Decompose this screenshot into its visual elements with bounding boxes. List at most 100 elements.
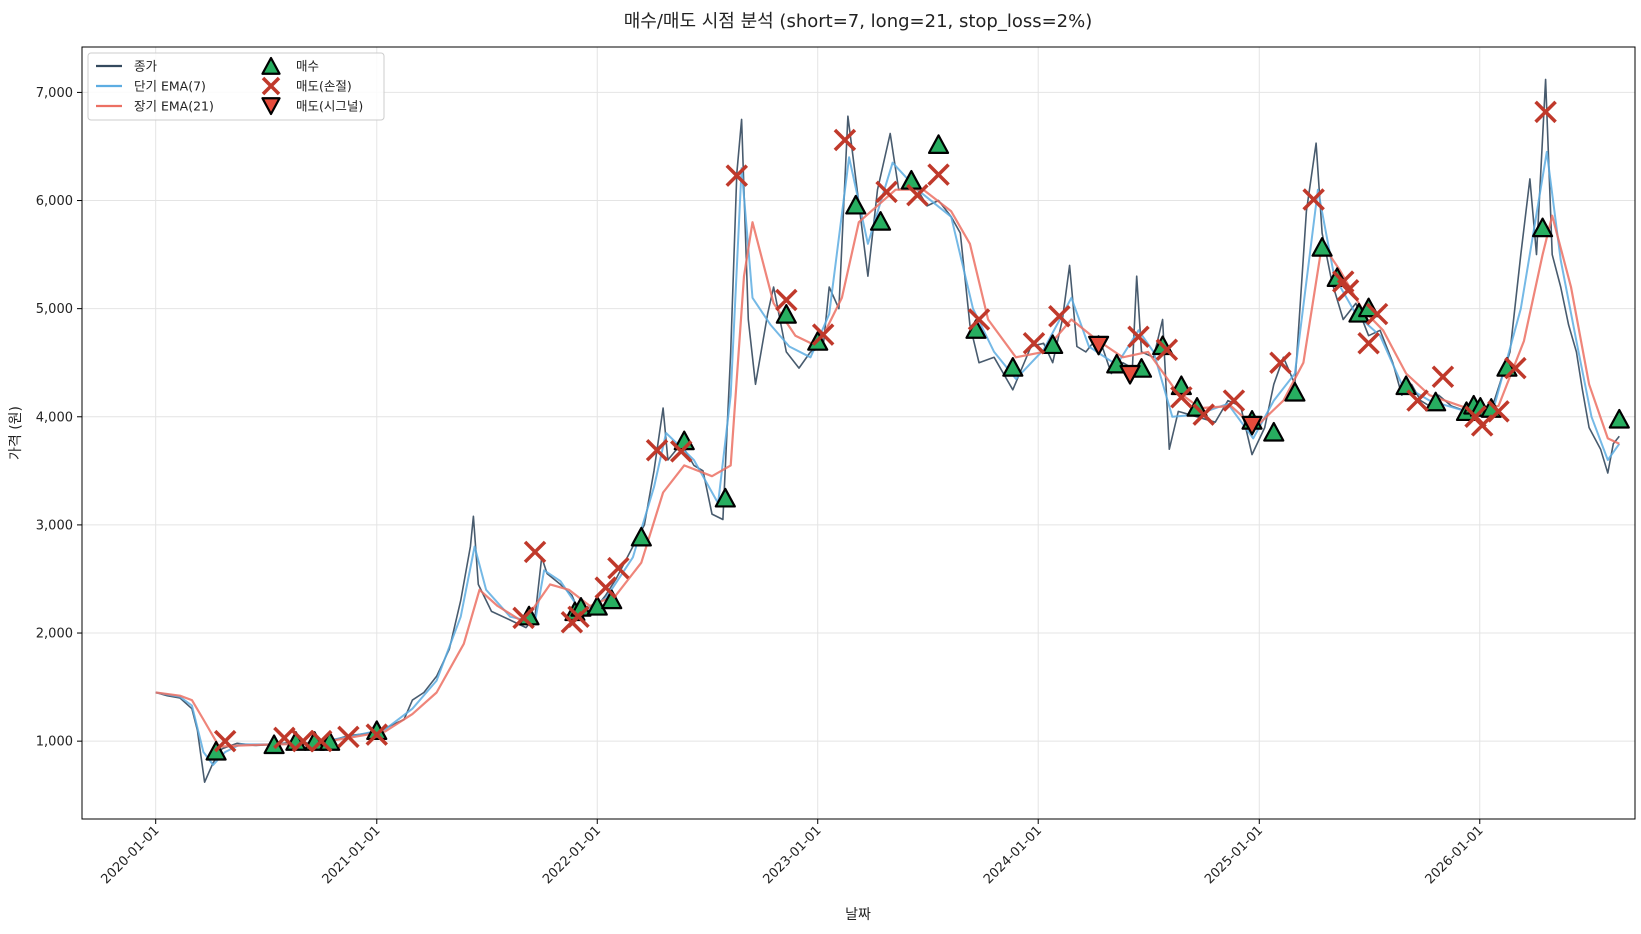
sell-stop-stroke: [1022, 332, 1046, 355]
legend-label-close: 종가: [134, 59, 158, 74]
sell-stop-stroke: [1155, 338, 1179, 361]
legend-label-sell_signal: 매도(시그널): [296, 99, 363, 114]
sell-stop-marker: [833, 128, 857, 152]
chart-title: 매수/매도 시점 분석 (short=7, long=21, stop_loss…: [624, 11, 1093, 32]
x-axis-title: 날짜: [845, 907, 871, 923]
sell-stop-stroke: [1487, 400, 1510, 423]
y-tick-label: 4,000: [36, 410, 73, 425]
marker-layer: [205, 100, 1630, 761]
sell-stop-marker: [725, 164, 749, 187]
buy-marker: [1263, 421, 1285, 442]
legend-swatch-sell_stop: [261, 76, 281, 96]
sell-stop-marker: [875, 180, 898, 204]
sell-stop-stroke: [1357, 332, 1380, 355]
buy-marker: [1284, 381, 1306, 402]
sell-stop-marker: [1222, 389, 1246, 412]
sell-stop-stroke: [645, 439, 669, 462]
sell-stop-marker: [1406, 389, 1429, 412]
buy-marker: [1425, 391, 1447, 412]
buy-marker: [1042, 334, 1064, 355]
sell-stop-marker: [1365, 302, 1389, 326]
sell-stop-stroke: [906, 183, 929, 207]
sell-stop-stroke: [523, 540, 547, 564]
sell-stop-marker: [1504, 356, 1527, 380]
sell-stop-stroke: [291, 729, 315, 753]
buy-marker: [1170, 375, 1192, 396]
sell-stop-stroke: [725, 164, 749, 187]
legend-label-buy: 매수: [296, 59, 319, 74]
sell-signal-marker: [1241, 415, 1263, 436]
sell-stop-marker: [213, 729, 237, 753]
buy-marker: [1608, 408, 1630, 429]
sell-stop-marker: [607, 556, 630, 580]
y-tick-label: 1,000: [36, 735, 73, 750]
sell-stop-stroke: [1269, 351, 1292, 374]
buy-marker: [869, 211, 892, 231]
sell-stop-stroke: [967, 308, 991, 331]
sell-signal-marker: [1119, 364, 1141, 385]
buy-marker: [1395, 375, 1417, 396]
sell-stop-marker: [1127, 325, 1150, 349]
sell-stop-marker: [1487, 400, 1510, 423]
buy-marker: [586, 595, 608, 616]
sell-stop-stroke: [927, 163, 950, 186]
sell-stop-stroke: [1406, 389, 1429, 412]
sell-stop-stroke: [1431, 365, 1455, 389]
sell-stop-stroke: [875, 180, 898, 204]
sell-stop-marker: [1534, 100, 1557, 124]
sell-stop-marker: [273, 726, 296, 750]
sell-stop-marker: [906, 183, 929, 207]
buy-marker: [1531, 217, 1554, 238]
sell-stop-stroke: [365, 723, 389, 746]
buy-marker: [601, 589, 623, 610]
sell-stop-marker: [811, 323, 835, 346]
y-tick-label: 5,000: [36, 302, 73, 317]
sell-stop-marker: [523, 540, 547, 564]
sell-stop-stroke: [1332, 270, 1355, 293]
sell-stop-stroke: [1048, 304, 1071, 328]
sell-stop-marker: [1357, 332, 1380, 355]
sell-stop-marker: [291, 729, 315, 753]
sell-stop-marker: [512, 606, 535, 630]
y-axis-title: 가격 (원): [8, 406, 24, 460]
sell-stop-marker: [1431, 365, 1455, 389]
legend-swatch-buy: [261, 56, 281, 75]
legend-label-short_ema: 단기 EMA(7): [134, 79, 206, 94]
buy-marker: [1002, 357, 1024, 377]
y-tick-label: 6,000: [36, 194, 73, 209]
y-tick-label: 2,000: [36, 627, 73, 642]
sell-stop-stroke: [512, 606, 535, 630]
sell-stop-stroke: [1302, 188, 1325, 211]
sell-stop-marker: [1336, 279, 1360, 302]
sell-stop-marker: [1022, 332, 1046, 355]
legend-box: [87, 52, 385, 121]
buy-marker: [845, 194, 867, 215]
sell-stop-stroke: [833, 128, 857, 152]
sell-stop-stroke: [811, 323, 835, 346]
sell-signal-marker: [1088, 335, 1110, 356]
sell-stop-marker: [1269, 351, 1292, 374]
sell-stop-marker: [927, 163, 950, 186]
sell-stop-marker: [1302, 188, 1325, 211]
sell-stop-marker: [594, 576, 617, 599]
sell-stop-stroke: [261, 76, 281, 96]
sell-stop-stroke: [1336, 279, 1360, 302]
legend-label-long_ema: 장기 EMA(21): [134, 99, 214, 114]
sell-stop-marker: [645, 439, 669, 462]
legend-label-sell_stop: 매도(손절): [296, 79, 352, 94]
sell-stop-stroke: [1365, 302, 1389, 326]
sell-stop-stroke: [337, 725, 360, 749]
sell-stop-stroke: [1222, 389, 1246, 412]
sell-stop-marker: [309, 729, 333, 753]
sell-stop-marker: [1170, 386, 1193, 409]
sell-stop-marker: [365, 723, 389, 746]
sell-stop-marker: [567, 605, 590, 629]
sell-stop-stroke: [213, 729, 237, 753]
sell-stop-stroke: [1170, 386, 1193, 409]
sell-stop-stroke: [775, 288, 798, 312]
sell-stop-stroke: [1534, 100, 1557, 124]
